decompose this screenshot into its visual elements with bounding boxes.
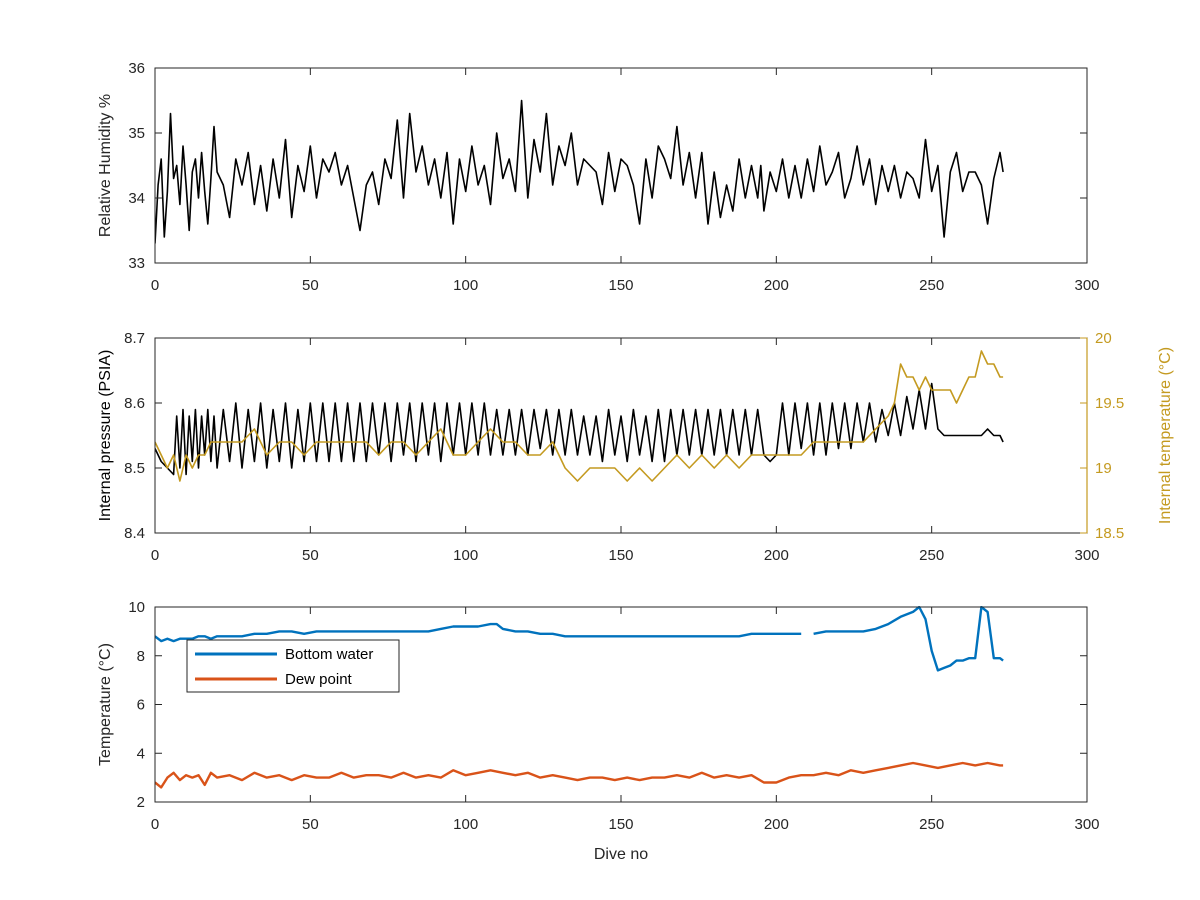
- x-tick-label: 250: [919, 277, 944, 294]
- legend-label: Bottom water: [285, 646, 373, 663]
- y-axis-label: Internal pressure (PSIA): [97, 350, 114, 522]
- x-tick-label: 50: [302, 816, 319, 833]
- x-tick-label: 250: [919, 816, 944, 833]
- y-axis-label: Temperature (°C): [97, 643, 114, 766]
- x-tick-label: 50: [302, 277, 319, 294]
- x-tick-label: 300: [1074, 277, 1099, 294]
- y-tick-label: 34: [128, 190, 145, 207]
- y2-tick-label: 18.5: [1095, 525, 1124, 542]
- series-line-dew-point: [155, 761, 1004, 789]
- y-tick-label: 8.7: [124, 330, 145, 347]
- y-tick-label: 10: [128, 599, 145, 616]
- y-tick-label: 8.6: [124, 395, 145, 412]
- y-tick-label: 33: [128, 255, 145, 272]
- subplot-2: 0 50 100 150 200 250 300 8.4 8.5 8.6 8.7 18.5 19 19.5…: [97, 330, 1174, 564]
- x-tick-label: 150: [608, 547, 633, 564]
- x-tick-label: 200: [764, 547, 789, 564]
- y-tick-label: 8: [137, 648, 145, 665]
- x-tick-label: 50: [302, 547, 319, 564]
- y-tick-label: 8.5: [124, 460, 145, 477]
- series-line-bottom-water: [155, 606, 1004, 672]
- x-tick-label: 100: [453, 277, 478, 294]
- subplot-1: 0 50 100 150 200 250 300 33 34 35 36 Relative Humid…: [97, 60, 1100, 294]
- y-tick-label: 2: [137, 794, 145, 811]
- series-line-s2: [155, 350, 1004, 482]
- y2-tick-label: 19: [1095, 460, 1112, 477]
- axes-box: [154, 67, 1088, 264]
- x-tick-label: 300: [1074, 547, 1099, 564]
- subplot-3: 0 50 100 150 200 250 300 2 4 6 8 10 Temperature (°C)…: [97, 599, 1100, 863]
- y-tick-label: 4: [137, 745, 145, 762]
- series-line-s1: [155, 382, 1004, 476]
- x-axis-label: Dive no: [594, 846, 648, 863]
- x-tick-label: 300: [1074, 816, 1099, 833]
- x-tick-label: 200: [764, 277, 789, 294]
- y2-tick-label: 19.5: [1095, 395, 1124, 412]
- y2-axis-label: Internal temperature (°C): [1157, 347, 1174, 524]
- x-tick-label: 100: [453, 816, 478, 833]
- legend-label: Dew point: [285, 671, 353, 688]
- y-tick-label: 6: [137, 697, 145, 714]
- y-tick-label: 8.4: [124, 525, 145, 542]
- y2-tick-label: 20: [1095, 330, 1112, 347]
- x-tick-label: 0: [151, 547, 159, 564]
- series-line-s1: [155, 99, 1004, 244]
- x-tick-label: 0: [151, 277, 159, 294]
- y-tick-label: 35: [128, 125, 145, 142]
- x-tick-label: 100: [453, 547, 478, 564]
- legend: Bottom water Dew point: [186, 639, 400, 693]
- x-tick-label: 150: [608, 816, 633, 833]
- x-tick-label: 0: [151, 816, 159, 833]
- y-axis-label: Relative Humidity %: [97, 94, 114, 237]
- x-tick-label: 250: [919, 547, 944, 564]
- legend-box: [186, 639, 400, 693]
- x-tick-label: 150: [608, 277, 633, 294]
- y-tick-label: 36: [128, 60, 145, 77]
- x-tick-label: 200: [764, 816, 789, 833]
